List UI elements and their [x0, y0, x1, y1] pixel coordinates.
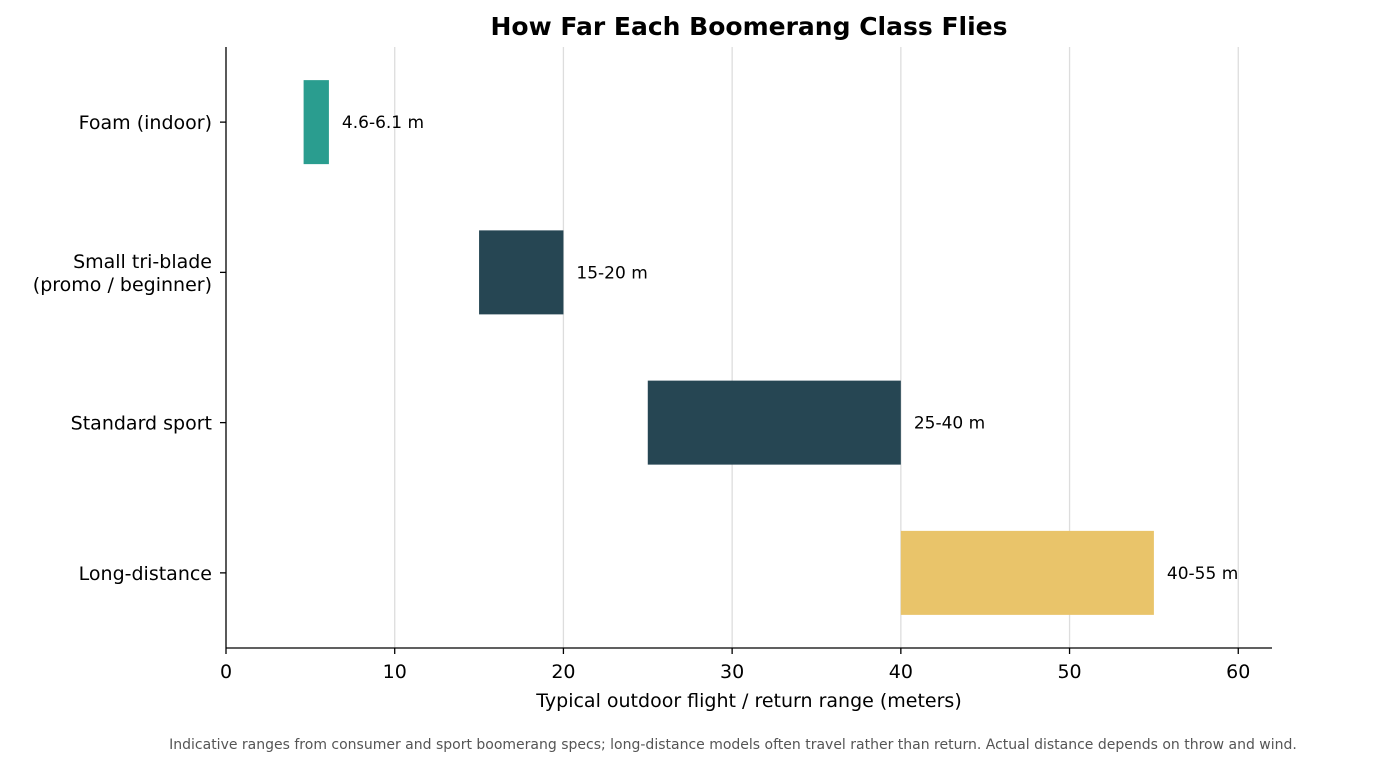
y-tick-label: Long-distance	[79, 563, 212, 585]
x-tick-label: 50	[1057, 661, 1081, 683]
x-gridlines	[394, 47, 1239, 648]
bar-data-label: 4.6-6.1 m	[342, 113, 424, 133]
range-bars: 4.6-6.1 m 15-20 m 25-40 m 40-55 m	[303, 80, 1238, 615]
x-tick-label: 40	[889, 661, 913, 683]
bar-data-label: 25-40 m	[914, 414, 985, 434]
x-axis-ticks: 0 10 20 30 40 50 60	[220, 648, 1250, 683]
y-tick-label: Standard sport	[71, 413, 212, 435]
x-axis-label: Typical outdoor flight / return range (m…	[535, 690, 962, 712]
x-tick-label: 0	[220, 661, 232, 683]
range-bar	[479, 230, 564, 315]
x-tick-label: 60	[1226, 661, 1250, 683]
y-tick-label: (promo / beginner)	[33, 274, 212, 296]
axes	[225, 47, 1272, 649]
range-bar	[647, 380, 901, 465]
range-bar	[303, 80, 329, 165]
bar-data-label: 40-55 m	[1167, 564, 1238, 584]
chart-title: How Far Each Boomerang Class Flies	[491, 12, 1008, 41]
x-tick-label: 20	[551, 661, 575, 683]
y-tick-label: Foam (indoor)	[79, 112, 212, 134]
y-tick-label: Small tri-blade	[73, 251, 212, 273]
y-axis-ticks: Foam (indoor) Small tri-blade(promo / beg…	[33, 112, 226, 585]
range-bar	[900, 530, 1154, 615]
x-tick-label: 30	[720, 661, 744, 683]
footnote: Indicative ranges from consumer and spor…	[169, 737, 1297, 753]
bar-data-label: 15-20 m	[576, 263, 647, 283]
x-tick-label: 10	[383, 661, 407, 683]
